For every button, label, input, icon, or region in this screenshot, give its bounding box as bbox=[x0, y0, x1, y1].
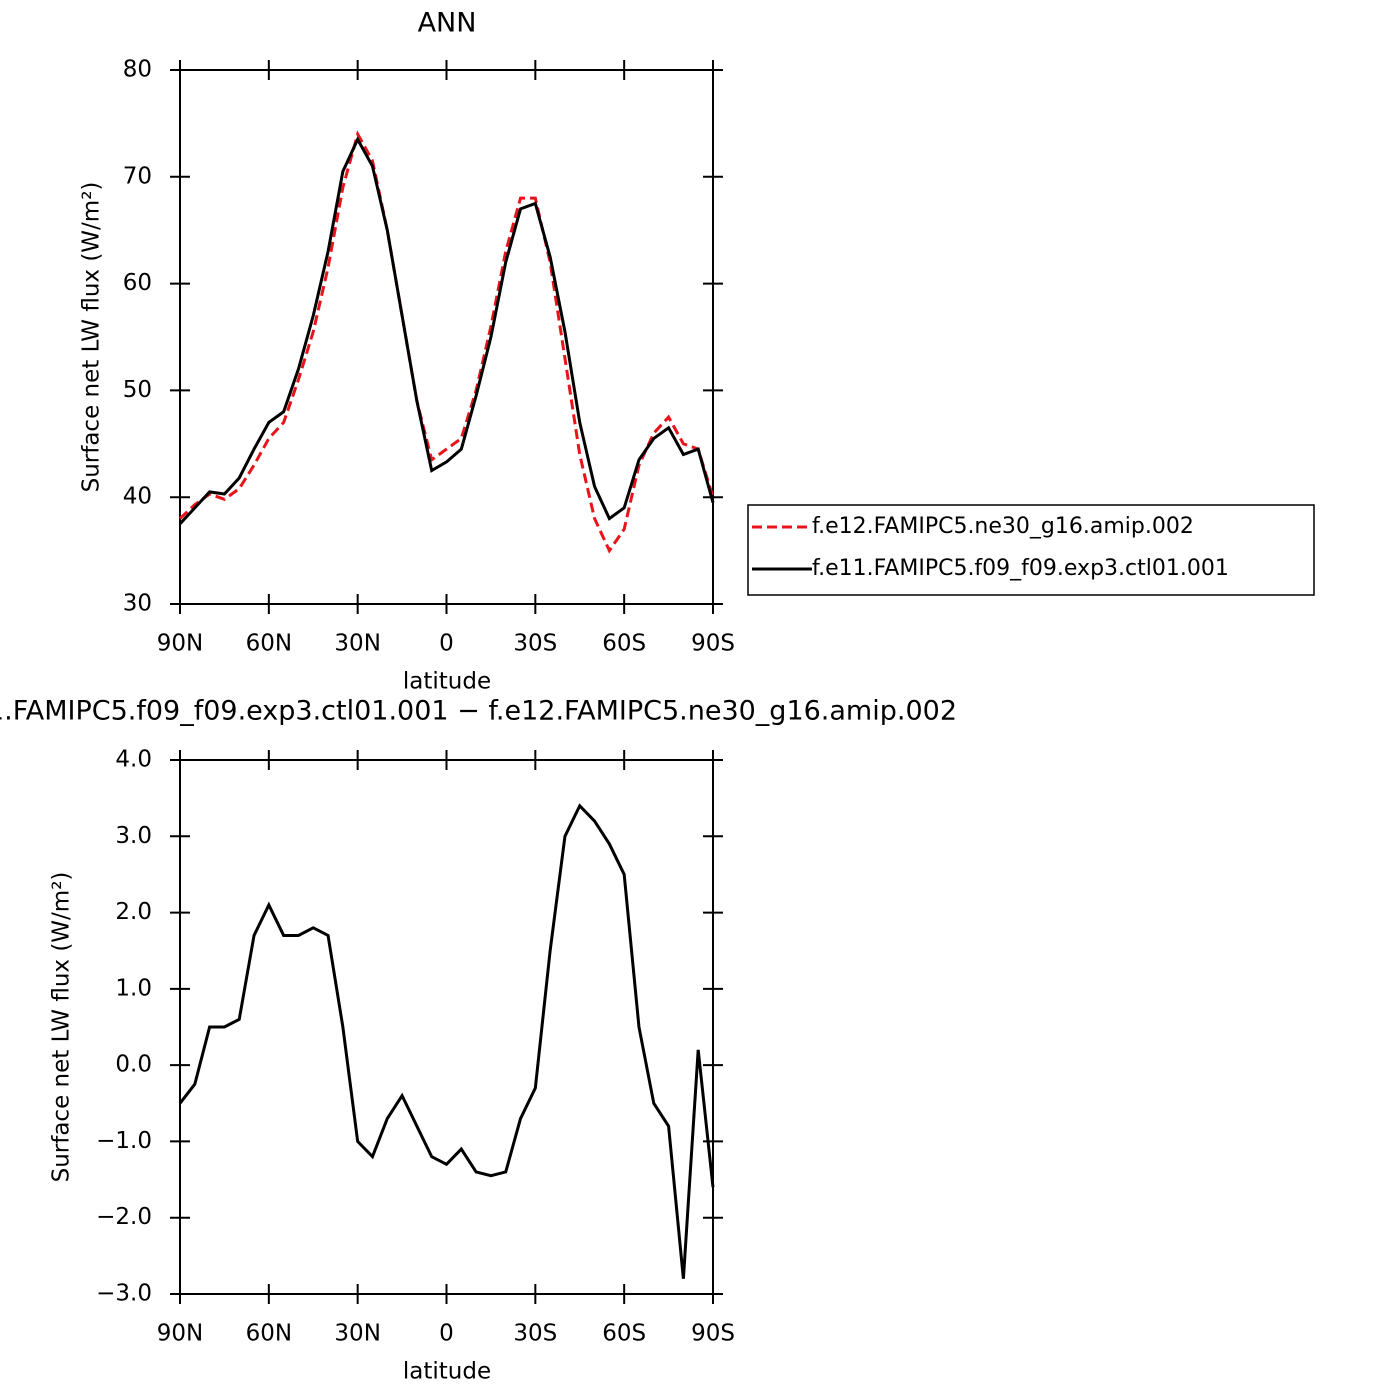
plot-frame bbox=[179, 69, 714, 605]
y-tick-label: 2.0 bbox=[115, 899, 152, 925]
x-tick-label: 90N bbox=[157, 1321, 203, 1347]
y-tick-label: 50 bbox=[123, 377, 152, 403]
legend-label: f.e12.FAMIPC5.ne30_g16.amip.002 bbox=[812, 514, 1194, 539]
series-line bbox=[178, 130, 715, 554]
x-tick-label: 0 bbox=[439, 631, 454, 657]
y-tick-label: 3.0 bbox=[115, 823, 152, 849]
x-tick-label: 90S bbox=[691, 1321, 735, 1347]
x-tick-label: 30N bbox=[334, 1321, 380, 1347]
x-tick-label: 0 bbox=[439, 1321, 454, 1347]
legend-label: f.e11.FAMIPC5.f09_f09.exp3.ctl01.001 bbox=[812, 556, 1229, 581]
y-axis-label: Surface net LW flux (W/m²) bbox=[49, 872, 75, 1183]
y-tick-label: 1.0 bbox=[115, 975, 152, 1001]
x-tick-label: 90S bbox=[691, 631, 735, 657]
y-axis-label: Surface net LW flux (W/m²) bbox=[79, 182, 105, 493]
x-tick-label: 90N bbox=[157, 631, 203, 657]
y-tick-label: −1.0 bbox=[96, 1128, 152, 1154]
series-line bbox=[178, 803, 715, 1279]
x-tick-label: 60S bbox=[602, 1321, 646, 1347]
x-tick-label: 30S bbox=[513, 1321, 557, 1347]
y-tick-label: 30 bbox=[123, 591, 152, 617]
y-tick-label: 0.0 bbox=[115, 1052, 152, 1078]
y-tick-label: 40 bbox=[123, 484, 152, 510]
x-tick-label: 60S bbox=[602, 631, 646, 657]
legend-box bbox=[747, 504, 1315, 596]
y-tick-label: 70 bbox=[123, 163, 152, 189]
x-axis-label: latitude bbox=[403, 669, 491, 695]
x-tick-label: 60N bbox=[246, 1321, 292, 1347]
y-tick-label: −3.0 bbox=[96, 1281, 152, 1307]
y-tick-label: −2.0 bbox=[96, 1204, 152, 1230]
plot-frame bbox=[179, 759, 714, 1295]
x-tick-label: 30N bbox=[334, 631, 380, 657]
x-axis-label: latitude bbox=[403, 1359, 491, 1385]
x-tick-label: 60N bbox=[246, 631, 292, 657]
y-tick-label: 60 bbox=[123, 270, 152, 296]
chart-title: ANN bbox=[418, 8, 477, 39]
x-tick-label: 30S bbox=[513, 631, 557, 657]
y-tick-label: 80 bbox=[123, 57, 152, 83]
chart-title: f.e11.FAMIPC5.f09_f09.exp3.ctl01.001 − f… bbox=[0, 696, 957, 727]
series-line bbox=[178, 136, 715, 525]
y-tick-label: 4.0 bbox=[115, 747, 152, 773]
